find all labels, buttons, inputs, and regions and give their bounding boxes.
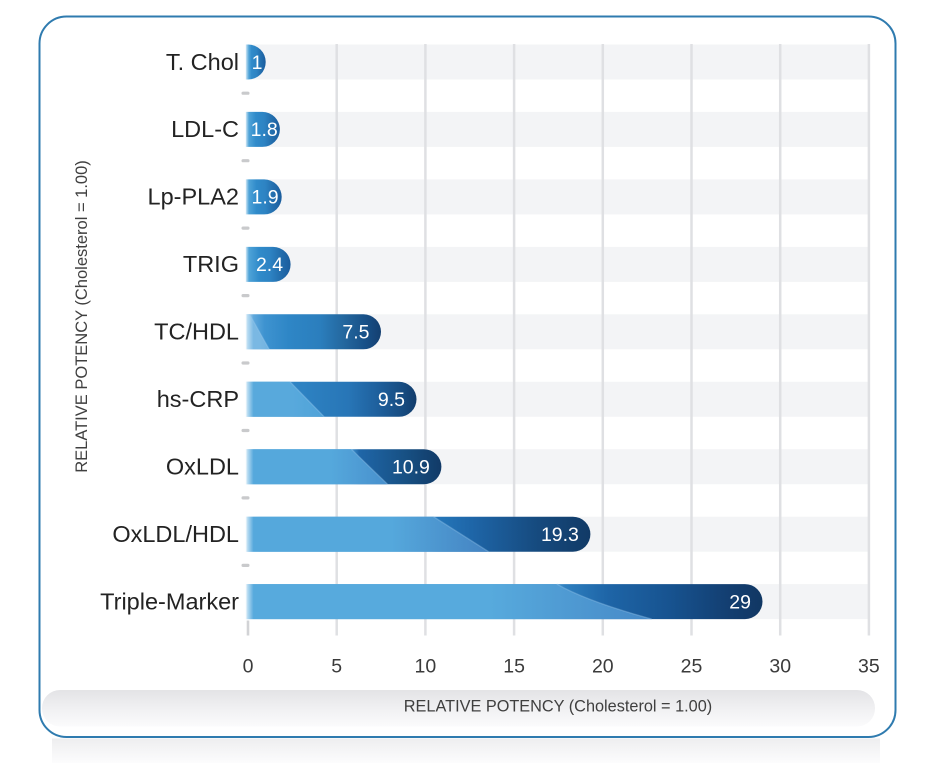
svg-text:2.4: 2.4	[256, 254, 283, 276]
svg-text:RELATIVE POTENCY (Cholesterol: RELATIVE POTENCY (Cholesterol = 1.00)	[73, 160, 91, 473]
svg-text:20: 20	[592, 656, 614, 678]
svg-text:9.5: 9.5	[378, 389, 405, 411]
svg-text:10: 10	[415, 656, 437, 678]
svg-text:Triple-Marker: Triple-Marker	[100, 588, 239, 614]
svg-text:29: 29	[729, 591, 751, 613]
svg-text:0: 0	[243, 656, 254, 678]
svg-text:7.5: 7.5	[342, 322, 369, 344]
svg-text:1.9: 1.9	[252, 187, 279, 209]
svg-text:1: 1	[252, 52, 263, 74]
svg-text:RELATIVE POTENCY (Cholesterol: RELATIVE POTENCY (Cholesterol = 1.00)	[404, 698, 712, 716]
svg-text:19.3: 19.3	[541, 524, 579, 546]
svg-text:T. Chol: T. Chol	[166, 49, 239, 75]
svg-text:5: 5	[331, 656, 342, 678]
svg-text:OxLDL: OxLDL	[166, 454, 239, 480]
svg-text:15: 15	[503, 656, 525, 678]
svg-text:TRIG: TRIG	[183, 251, 239, 277]
svg-text:LDL-C: LDL-C	[171, 116, 239, 142]
svg-text:1.8: 1.8	[251, 119, 278, 141]
svg-text:30: 30	[769, 656, 791, 678]
svg-text:10.9: 10.9	[392, 457, 430, 479]
svg-text:35: 35	[858, 656, 880, 678]
svg-text:OxLDL/HDL: OxLDL/HDL	[112, 521, 239, 547]
svg-text:TC/HDL: TC/HDL	[154, 319, 239, 345]
svg-text:Lp-PLA2: Lp-PLA2	[148, 184, 239, 210]
svg-text:hs-CRP: hs-CRP	[157, 386, 239, 412]
svg-text:25: 25	[681, 656, 703, 678]
